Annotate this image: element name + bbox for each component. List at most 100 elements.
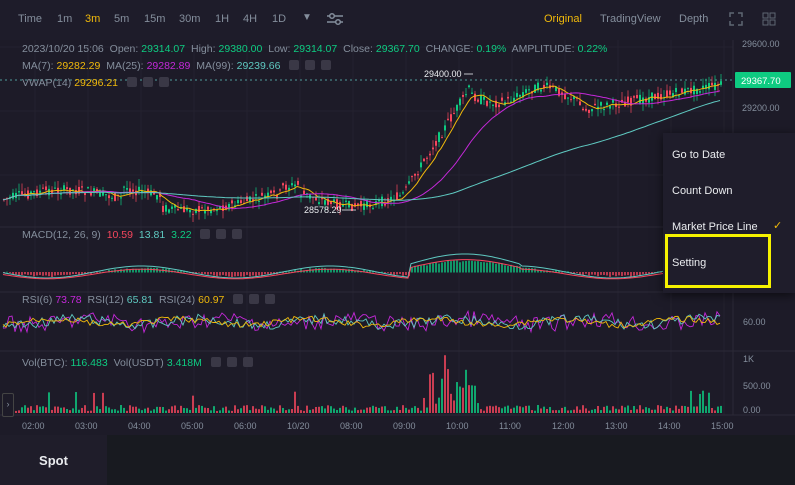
- macd-bar: [144, 268, 146, 273]
- tab-spot[interactable]: Spot: [0, 435, 107, 485]
- candle-body: [228, 203, 230, 210]
- volume-bar: [474, 385, 476, 413]
- vol-visibility-icon[interactable]: [210, 357, 221, 367]
- volume-bar: [600, 410, 602, 413]
- fullscreen-icon[interactable]: [729, 12, 743, 29]
- vol-legend: Vol(BTC): 116.483 Vol(USDT) 3.418M: [22, 357, 256, 369]
- macd-bar: [483, 262, 485, 273]
- macd-bar: [654, 272, 656, 273]
- more-timeframes-caret-icon[interactable]: ▼: [302, 12, 312, 23]
- candle-body: [495, 100, 497, 108]
- macd-bar: [384, 272, 386, 273]
- volume-bar: [702, 390, 704, 413]
- volume-bar: [123, 407, 125, 413]
- timeframe-1d[interactable]: 1D: [272, 13, 287, 25]
- candle-body: [573, 96, 575, 100]
- macd-bar: [78, 272, 80, 276]
- view-depth[interactable]: Depth: [679, 13, 709, 25]
- macd-bar: [69, 272, 71, 275]
- volume-bar: [522, 407, 524, 413]
- vwap-settings-icon[interactable]: [142, 77, 153, 87]
- macd-bar: [153, 268, 155, 273]
- candle-body: [654, 94, 656, 100]
- menu-item-market-price-line[interactable]: Market Price Line: [672, 221, 758, 233]
- volume-bar: [342, 405, 344, 413]
- indicator-settings-icon[interactable]: [326, 11, 344, 30]
- macd-bar: [519, 266, 521, 273]
- volume-bar: [414, 406, 416, 413]
- candle-body: [96, 188, 98, 192]
- ma-close-icon[interactable]: [321, 60, 332, 70]
- macd-bar: [366, 271, 368, 273]
- candle-body: [81, 186, 83, 188]
- volume-bar: [90, 410, 92, 413]
- vol-settings-icon[interactable]: [226, 357, 237, 367]
- timeframe-1m[interactable]: 1m: [57, 13, 73, 25]
- timeframe-15m[interactable]: 15m: [144, 13, 166, 25]
- candle-body: [468, 85, 470, 88]
- macd-bar: [132, 268, 134, 273]
- vwap-close-icon[interactable]: [158, 77, 169, 87]
- candle-body: [486, 100, 488, 106]
- volume-bar: [351, 410, 353, 413]
- candle-body: [678, 95, 680, 97]
- timeframe-30m[interactable]: 30m: [179, 13, 201, 25]
- candle-body: [351, 203, 353, 211]
- timeframe-time[interactable]: Time: [18, 13, 43, 25]
- candle-body: [219, 206, 221, 209]
- vol-close-icon[interactable]: [242, 357, 253, 367]
- macd-bar: [135, 268, 137, 273]
- volume-bar: [255, 408, 257, 413]
- view-original[interactable]: Original: [544, 13, 582, 25]
- volume-bar: [312, 409, 314, 413]
- rsi-close-icon[interactable]: [265, 294, 276, 304]
- volume-bar: [429, 374, 431, 413]
- expand-sidebar-chevron-icon[interactable]: ›: [2, 393, 14, 417]
- candle-body: [327, 198, 329, 205]
- volume-bar: [552, 410, 554, 413]
- macd-close-icon[interactable]: [232, 229, 243, 239]
- candle-body: [393, 200, 395, 202]
- timeframe-5m[interactable]: 5m: [114, 13, 130, 25]
- candle-body: [525, 89, 527, 93]
- vwap-visibility-icon[interactable]: [126, 77, 137, 87]
- timeframe-4h[interactable]: 4H: [243, 13, 258, 25]
- menu-item-go-to-date[interactable]: Go to Date: [672, 149, 726, 161]
- volume-bar: [111, 409, 113, 413]
- macd-bar: [39, 272, 41, 276]
- macd-bar: [285, 271, 287, 273]
- volume-bar: [579, 409, 581, 413]
- macd-bar: [555, 269, 557, 273]
- candle-body: [420, 162, 422, 168]
- volume-bar: [63, 407, 65, 413]
- volume-bar: [150, 410, 152, 413]
- macd-bar: [240, 272, 242, 277]
- ma-settings-icon[interactable]: [305, 60, 316, 70]
- candle-body: [90, 192, 92, 196]
- macd-visibility-icon[interactable]: [200, 229, 211, 239]
- macd-bar: [576, 272, 578, 273]
- view-tradingview[interactable]: TradingView: [600, 13, 661, 25]
- timeframe-3m[interactable]: 3m: [85, 13, 101, 25]
- rsi-settings-icon[interactable]: [249, 294, 260, 304]
- candle-body: [186, 207, 188, 211]
- volume-bar: [435, 403, 437, 413]
- menu-item-setting[interactable]: Setting: [672, 257, 707, 269]
- candle-body: [111, 197, 113, 199]
- macd-bar: [504, 265, 506, 273]
- candle-body: [60, 193, 62, 195]
- menu-item-count-down[interactable]: Count Down: [672, 185, 733, 197]
- rsi-visibility-icon[interactable]: [233, 294, 244, 304]
- ma-visibility-icon[interactable]: [289, 60, 300, 70]
- layout-grid-icon[interactable]: [762, 12, 776, 29]
- timeframe-1h[interactable]: 1H: [215, 13, 230, 25]
- candle-body: [600, 102, 602, 106]
- volume-bar: [480, 409, 482, 413]
- candle-body: [99, 190, 101, 197]
- macd-bar: [603, 272, 605, 275]
- candle-body: [192, 213, 194, 215]
- macd-settings-icon[interactable]: [216, 229, 227, 239]
- volume-bar: [573, 409, 575, 413]
- volume-bar: [318, 406, 320, 413]
- candle-body: [645, 98, 647, 102]
